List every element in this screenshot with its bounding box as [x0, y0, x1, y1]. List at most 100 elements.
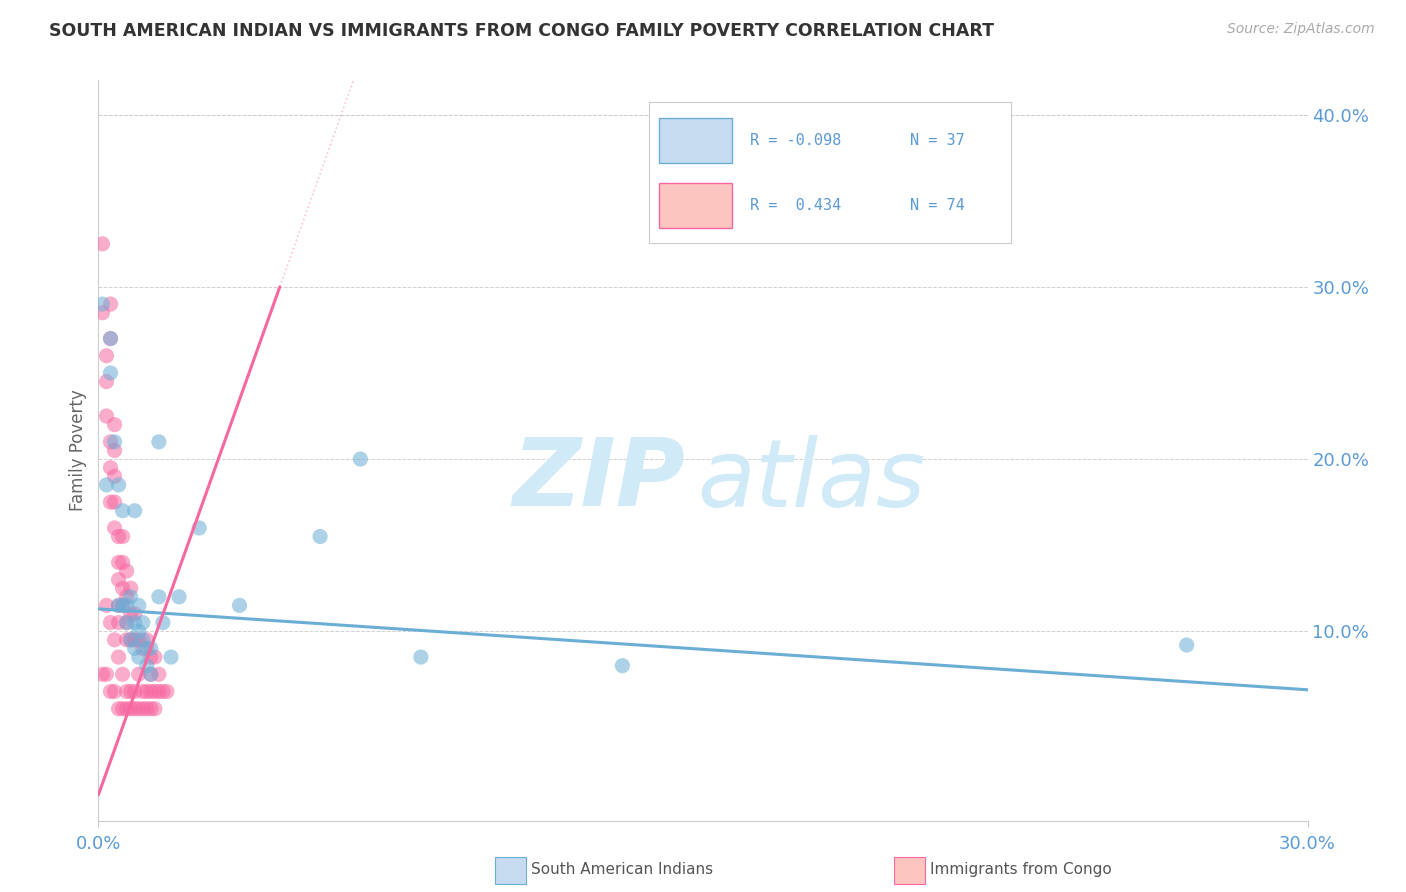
- Point: [124, 684, 146, 698]
- Point: [100, 434, 122, 449]
- Point: [128, 702, 150, 716]
- Point: [120, 632, 142, 647]
- Point: [128, 650, 150, 665]
- Point: [135, 702, 157, 716]
- Point: [100, 684, 122, 698]
- Text: South American Indians: South American Indians: [531, 862, 713, 877]
- Point: [115, 564, 138, 578]
- Point: [107, 573, 129, 587]
- Point: [143, 650, 166, 665]
- Point: [111, 599, 134, 613]
- Point: [132, 641, 155, 656]
- Point: [96, 349, 118, 363]
- Y-axis label: Family Poverty: Family Poverty: [69, 390, 87, 511]
- Point: [139, 702, 162, 716]
- Point: [111, 530, 134, 544]
- Point: [96, 409, 118, 423]
- Point: [143, 702, 166, 716]
- Point: [135, 632, 157, 647]
- Point: [349, 452, 371, 467]
- Point: [152, 684, 174, 698]
- Point: [100, 460, 122, 475]
- Point: [107, 555, 129, 569]
- Point: [128, 632, 150, 647]
- Point: [188, 521, 211, 535]
- Point: [100, 297, 122, 311]
- Point: [96, 667, 118, 681]
- Point: [103, 632, 125, 647]
- Point: [91, 306, 114, 320]
- Point: [309, 530, 332, 544]
- Point: [100, 332, 122, 346]
- Text: ZIP: ZIP: [512, 434, 685, 526]
- Point: [103, 469, 125, 483]
- Point: [139, 667, 162, 681]
- Point: [139, 650, 162, 665]
- Point: [100, 615, 122, 630]
- Point: [103, 521, 125, 535]
- Point: [148, 434, 170, 449]
- Point: [167, 590, 190, 604]
- Point: [612, 658, 634, 673]
- Point: [124, 607, 146, 621]
- Point: [115, 599, 138, 613]
- Point: [1175, 638, 1198, 652]
- Text: Immigrants from Congo: Immigrants from Congo: [931, 862, 1112, 877]
- Point: [107, 650, 129, 665]
- Point: [132, 702, 155, 716]
- Point: [135, 684, 157, 698]
- Point: [135, 641, 157, 656]
- Point: [128, 599, 150, 613]
- Point: [111, 555, 134, 569]
- Point: [132, 632, 155, 647]
- Point: [120, 581, 142, 595]
- Text: Source: ZipAtlas.com: Source: ZipAtlas.com: [1227, 22, 1375, 37]
- Point: [115, 590, 138, 604]
- Point: [128, 624, 150, 639]
- Point: [120, 702, 142, 716]
- Point: [91, 297, 114, 311]
- Text: atlas: atlas: [697, 434, 925, 525]
- Point: [100, 366, 122, 380]
- Point: [107, 615, 129, 630]
- Point: [103, 417, 125, 432]
- FancyBboxPatch shape: [495, 857, 526, 884]
- Point: [91, 667, 114, 681]
- Point: [132, 684, 155, 698]
- Point: [91, 236, 114, 251]
- Point: [115, 615, 138, 630]
- Point: [103, 443, 125, 458]
- Point: [107, 702, 129, 716]
- Text: SOUTH AMERICAN INDIAN VS IMMIGRANTS FROM CONGO FAMILY POVERTY CORRELATION CHART: SOUTH AMERICAN INDIAN VS IMMIGRANTS FROM…: [49, 22, 994, 40]
- Point: [124, 632, 146, 647]
- Point: [152, 615, 174, 630]
- Point: [107, 478, 129, 492]
- Point: [96, 478, 118, 492]
- Point: [124, 702, 146, 716]
- Point: [143, 684, 166, 698]
- Point: [139, 667, 162, 681]
- Point: [103, 684, 125, 698]
- Point: [115, 684, 138, 698]
- Point: [100, 332, 122, 346]
- Point: [111, 702, 134, 716]
- Point: [115, 615, 138, 630]
- Point: [156, 684, 179, 698]
- Point: [228, 599, 250, 613]
- Point: [111, 599, 134, 613]
- Point: [148, 684, 170, 698]
- Point: [124, 504, 146, 518]
- Point: [139, 641, 162, 656]
- Point: [111, 581, 134, 595]
- Point: [96, 599, 118, 613]
- Point: [107, 599, 129, 613]
- Point: [139, 684, 162, 698]
- Point: [107, 599, 129, 613]
- Point: [103, 434, 125, 449]
- Point: [128, 667, 150, 681]
- Point: [160, 650, 183, 665]
- Point: [120, 632, 142, 647]
- Point: [96, 375, 118, 389]
- Point: [100, 495, 122, 509]
- Point: [120, 684, 142, 698]
